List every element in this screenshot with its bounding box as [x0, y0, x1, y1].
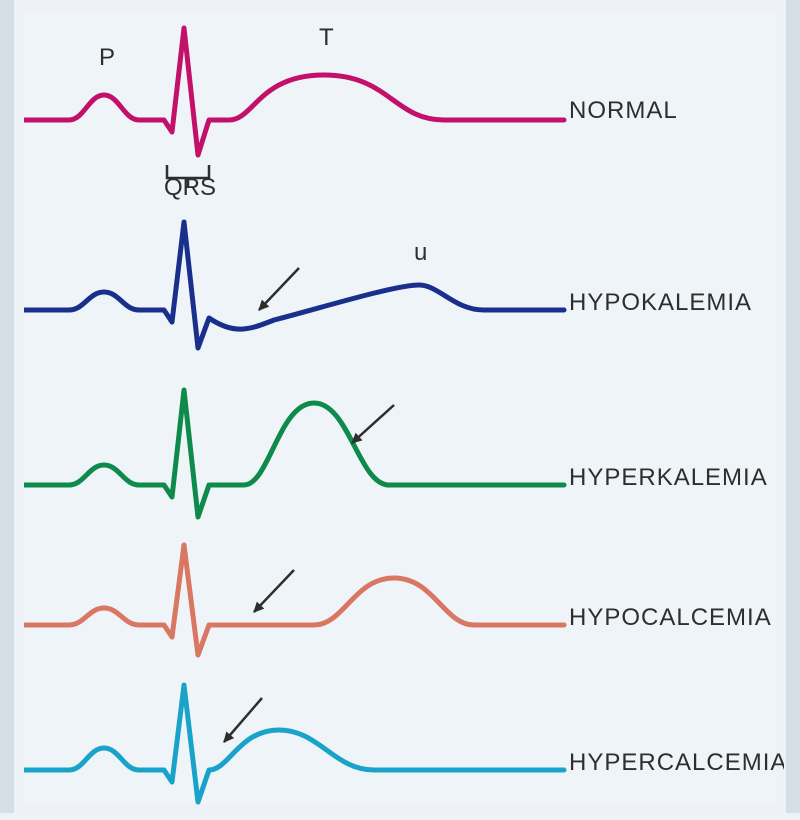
annotation-normal-p: P: [99, 44, 115, 71]
ecg-row-hypokalemia: HYPOKALEMIA u: [24, 210, 776, 365]
waveform-hypokalemia: [24, 222, 564, 348]
ecg-wave-hypokalemia: HYPOKALEMIA u: [24, 210, 784, 365]
waveform-hyperkalemia: [24, 390, 564, 517]
ecg-wave-hyperkalemia: HYPERKALEMIA: [24, 365, 784, 530]
ecg-wave-normal: NORMAL P T QRS: [24, 10, 784, 210]
annotation-hypokalemia-u: u: [414, 239, 427, 266]
label-hypokalemia: HYPOKALEMIA: [569, 289, 752, 316]
label-hypercalcemia: HYPERCALCEMIA: [569, 749, 784, 776]
ecg-row-hyperkalemia: HYPERKALEMIA: [24, 365, 776, 530]
ecg-diagram: NORMAL P T QRS HYPOKALEMIA u HYPERKALEMIA HYPOC…: [24, 10, 776, 803]
ecg-row-hypercalcemia: HYPERCALCEMIA: [24, 670, 776, 820]
annotation-normal-qrs: QRS: [164, 174, 216, 201]
ecg-row-hypocalcemia: HYPOCALCEMIA: [24, 530, 776, 670]
waveform-hypercalcemia: [24, 685, 564, 802]
ecg-row-normal: NORMAL P T QRS: [24, 10, 776, 210]
annotation-normal-t: T: [319, 24, 334, 51]
label-hypocalcemia: HYPOCALCEMIA: [569, 604, 772, 631]
waveform-hypocalcemia: [24, 545, 564, 655]
ecg-wave-hypocalcemia: HYPOCALCEMIA: [24, 530, 784, 670]
label-normal: NORMAL: [569, 97, 678, 124]
ecg-wave-hypercalcemia: HYPERCALCEMIA: [24, 670, 784, 820]
label-hyperkalemia: HYPERKALEMIA: [569, 464, 768, 491]
